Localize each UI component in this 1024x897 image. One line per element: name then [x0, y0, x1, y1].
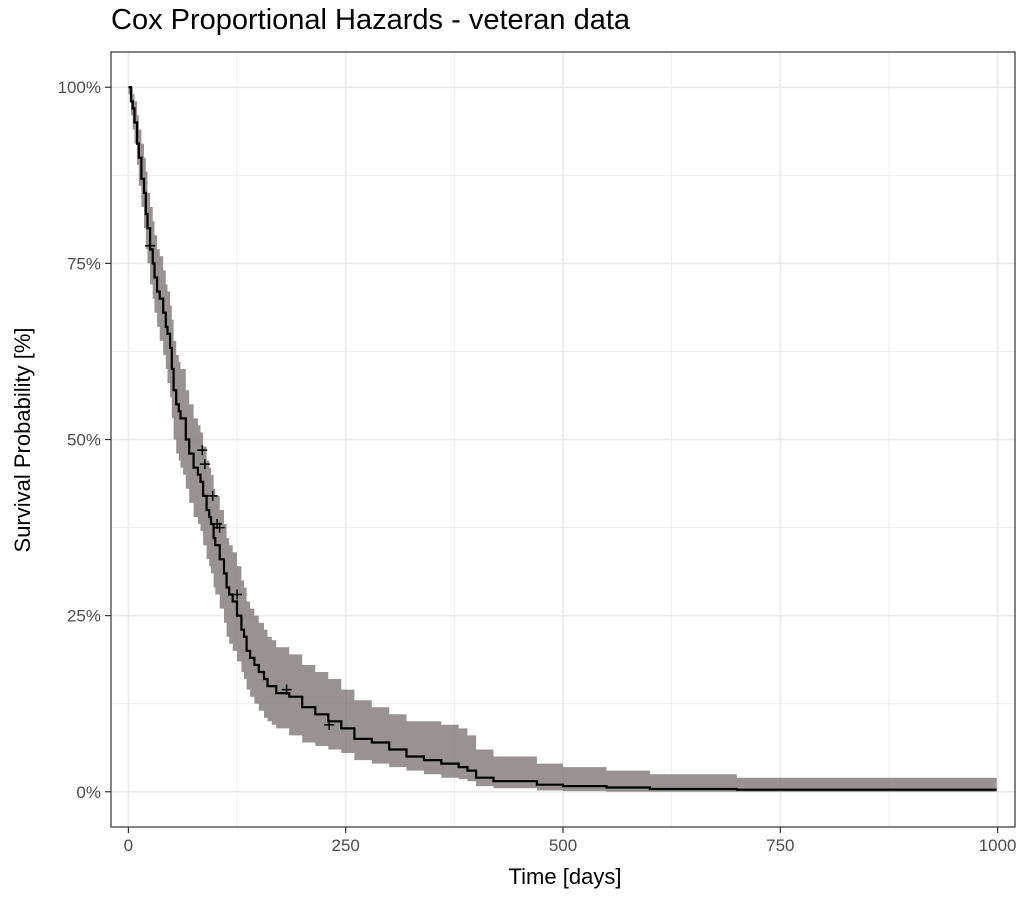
y-tick-label: 75% [67, 254, 101, 273]
censor-mark [232, 589, 243, 600]
chart-title: Cox Proportional Hazards - veteran data [111, 4, 631, 36]
y-tick-label: 25% [67, 607, 101, 626]
survival-line [128, 86, 997, 791]
censor-mark [324, 719, 335, 730]
censor-mark [145, 240, 156, 251]
x-tick-label: 1000 [979, 836, 1017, 855]
censor-mark [207, 490, 218, 501]
y-tick-label: 50% [67, 431, 101, 450]
x-tick-label: 500 [549, 836, 577, 855]
survival-line-layer [128, 86, 997, 791]
y-tick-label: 0% [76, 783, 101, 802]
censor-mark [214, 522, 225, 533]
x-tick-label: 250 [332, 836, 360, 855]
censor-mark [199, 459, 210, 470]
x-tick-label: 0 [124, 836, 133, 855]
censor-mark [197, 445, 208, 456]
x-axis-title: Time [days] [509, 864, 622, 889]
y-axis-title: Survival Probability [%] [10, 328, 35, 553]
censor-marks-layer [145, 240, 335, 730]
x-tick-label: 750 [766, 836, 794, 855]
censor-mark [281, 684, 292, 695]
axis-layer: 0 250 500 750 1000 0% 25% 50% 75% 100% [58, 78, 1017, 855]
grid-layer [111, 52, 1015, 827]
y-tick-label: 100% [58, 78, 101, 97]
